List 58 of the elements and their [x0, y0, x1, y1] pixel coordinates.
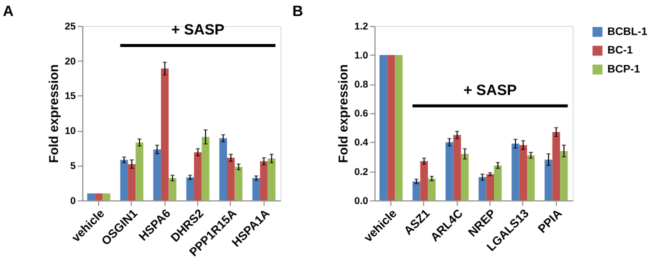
- legend-label: BCP-1: [607, 64, 640, 76]
- bar: [387, 55, 395, 200]
- bar: [527, 155, 535, 200]
- y-axis-title: Fold expression: [335, 64, 350, 164]
- y-tick-label: 20: [64, 56, 76, 68]
- bar: [428, 178, 436, 200]
- bar: [227, 158, 235, 200]
- y-tick-label: 0.4: [354, 138, 369, 149]
- bar: [412, 181, 420, 200]
- y-tick-label: 0.6: [354, 108, 369, 120]
- ref-line-label: + SASP: [171, 22, 225, 39]
- bar: [268, 158, 276, 200]
- y-tick-label: 5: [70, 160, 76, 172]
- y-tick-label: 0: [70, 196, 76, 207]
- bar: [494, 165, 502, 200]
- legend-label: BC-1: [607, 44, 633, 57]
- bar: [420, 161, 428, 200]
- bar: [252, 178, 260, 200]
- bar: [186, 177, 194, 200]
- bar: [552, 132, 560, 200]
- bar: [453, 134, 461, 200]
- bar: [379, 55, 388, 200]
- bar: [94, 193, 103, 200]
- bar: [194, 152, 202, 200]
- y-axis-title: Fold expression: [46, 64, 61, 164]
- y-tick-label: 1.0: [354, 50, 369, 62]
- chart-title: A: [2, 4, 14, 20]
- bar: [136, 142, 144, 200]
- bar: [544, 160, 552, 200]
- bar: [153, 149, 161, 200]
- bar: [460, 154, 469, 200]
- bar: [219, 138, 228, 200]
- bar: [202, 136, 210, 200]
- bar: [519, 145, 528, 200]
- bar: [87, 193, 95, 200]
- y-tick-label: 0.0: [354, 196, 369, 207]
- bar: [160, 68, 169, 200]
- chart-title: B: [292, 4, 304, 20]
- bar: [486, 174, 494, 200]
- y-tick-label: 25: [64, 21, 76, 32]
- y-tick-label: 10: [64, 126, 76, 138]
- bar: [120, 160, 128, 200]
- ref-line-label: + SASP: [464, 83, 517, 99]
- y-tick-label: 0.2: [354, 166, 369, 178]
- bar: [168, 178, 176, 200]
- legend-label: BCBL-1: [607, 26, 648, 38]
- bar: [478, 177, 486, 200]
- bar: [446, 142, 454, 200]
- bar: [234, 166, 242, 200]
- bar: [260, 161, 268, 200]
- bar: [128, 164, 136, 200]
- bar: [560, 150, 568, 200]
- bar: [394, 55, 403, 200]
- bar: [512, 144, 520, 200]
- y-tick-label: 0.8: [354, 80, 369, 91]
- bar: [102, 193, 110, 200]
- y-tick-label: 15: [64, 91, 76, 102]
- y-tick-label: 1.2: [354, 21, 369, 32]
